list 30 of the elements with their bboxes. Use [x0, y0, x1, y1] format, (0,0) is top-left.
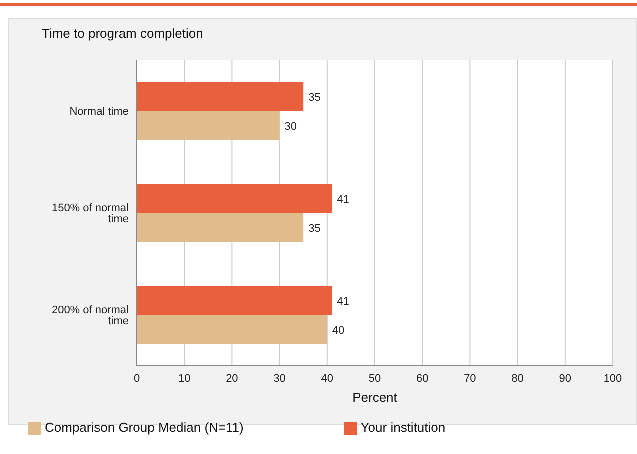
x-axis-title: Percent	[352, 390, 398, 405]
x-tick-label: 90	[559, 372, 572, 385]
bar	[137, 111, 280, 140]
x-tick-label: 60	[416, 372, 429, 385]
x-tick-label: 40	[321, 372, 334, 385]
data-label: 35	[308, 222, 321, 235]
data-label: 41	[337, 194, 350, 206]
y-tick-label: Normal time	[70, 106, 129, 118]
data-label: 40	[332, 324, 345, 337]
bar	[137, 82, 304, 112]
data-label: 30	[284, 120, 298, 133]
x-tick-label: 70	[464, 372, 476, 385]
x-tick-label: 80	[512, 372, 524, 385]
x-tick-label: 30	[274, 372, 286, 385]
bar	[137, 184, 332, 214]
data-label: 35	[308, 92, 321, 104]
bar	[137, 213, 304, 242]
bar	[137, 315, 328, 344]
x-tick-label: 10	[178, 372, 191, 385]
x-tick-label: 20	[226, 372, 238, 385]
x-tick-label: 0	[134, 372, 140, 385]
legend-label: Comparison Group Median (N=11)	[45, 420, 244, 435]
bar	[137, 286, 332, 316]
y-tick-label: 200% of normal time	[52, 304, 129, 328]
data-label: 41	[337, 296, 350, 308]
legend-label: Your institution	[360, 420, 446, 435]
x-tick-label: 100	[604, 372, 622, 385]
chart-title: Time to program completion	[42, 26, 204, 41]
x-tick-label: 50	[368, 372, 382, 385]
y-tick-label: 150% of normal time	[52, 202, 129, 226]
